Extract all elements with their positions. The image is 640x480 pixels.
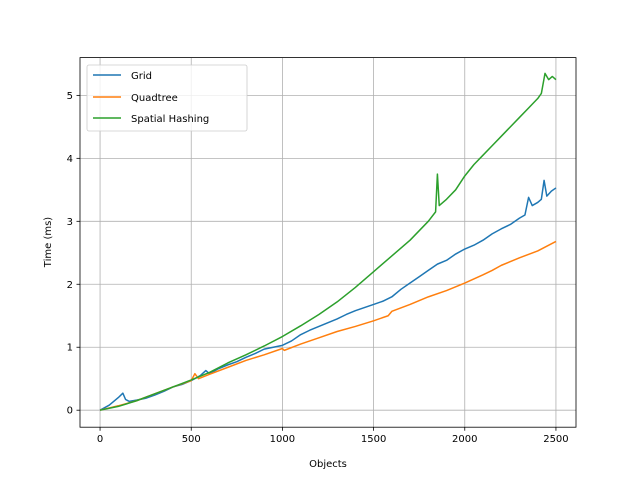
legend-label-grid: Grid [131,71,152,82]
legend: Grid Quadtree Spatial Hashing [86,64,248,132]
x-tick-label: 0 [97,434,103,445]
y-tick-label: 4 [67,154,73,165]
y-tick-label: 3 [67,217,73,228]
x-tick-label: 500 [182,434,201,445]
series-line-spatial-hashing [99,72,557,411]
x-axis-label: Objects [309,459,347,470]
grid-lines [80,57,576,428]
legend-label-quadtree: Quadtree [131,93,178,104]
plot-frame [79,57,577,428]
y-tick-label: 1 [67,343,73,354]
x-tick-label: 2500 [543,434,568,445]
y-tick-label: 2 [67,280,73,291]
x-axis-ticks: 0 500 1000 1500 2000 2500 [97,427,569,445]
x-tick-label: 1000 [270,434,295,445]
y-tick-label: 0 [67,406,73,417]
y-tick-label: 5 [67,91,73,102]
y-axis-ticks: 0 1 2 3 4 5 [67,91,80,417]
y-axis-label: Time (ms) [43,217,54,269]
legend-box [86,64,248,132]
x-tick-label: 2000 [452,434,477,445]
series-lines [99,72,557,411]
legend-label-spatial-hashing: Spatial Hashing [131,114,209,125]
x-tick-label: 1500 [361,434,386,445]
